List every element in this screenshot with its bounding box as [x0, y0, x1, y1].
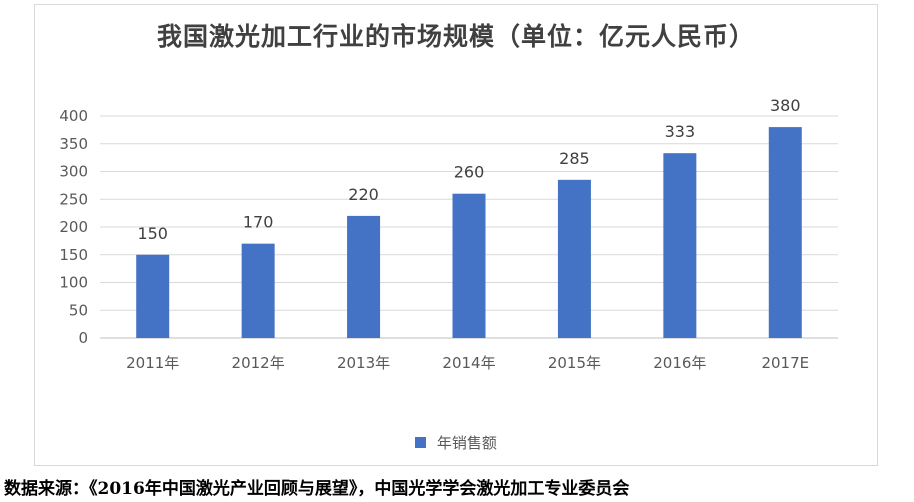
y-tick-label: 50 — [69, 301, 88, 319]
legend-label: 年销售额 — [436, 434, 497, 452]
legend-swatch — [415, 437, 427, 448]
y-tick-label: 250 — [59, 190, 88, 208]
x-tick-label: 2013年 — [337, 354, 390, 372]
y-tick-label: 300 — [59, 163, 88, 181]
data-label: 260 — [454, 163, 485, 182]
source-note: 数据来源：《2016年中国激光产业回顾与展望》，中国光学学会激光加工专业委员会 — [4, 479, 630, 499]
bar — [557, 179, 591, 338]
x-tick-label: 2012年 — [232, 354, 285, 372]
bar — [347, 215, 381, 338]
x-tick-label: 2017E — [761, 354, 809, 372]
bar-chart: 0 50 100 150 200 250 300 350 400 150 2011年 170 2012年… — [59, 96, 838, 372]
chart-title: 我国激光加工行业的市场规模（单位：亿元人民币） — [156, 22, 755, 51]
bar — [663, 153, 697, 338]
bar — [241, 243, 275, 338]
bar — [768, 127, 802, 338]
data-label: 380 — [770, 96, 801, 115]
y-tick-label: 0 — [78, 329, 88, 347]
chart-frame: 我国激光加工行业的市场规模（单位：亿元人民币） 0 50 100 150 200 250 3… — [34, 4, 878, 466]
legend: 年销售额 — [35, 432, 877, 453]
y-tick-label: 150 — [59, 246, 88, 264]
y-tick-label: 100 — [59, 274, 88, 292]
bar — [452, 193, 486, 338]
x-tick-label: 2016年 — [653, 354, 706, 372]
data-label: 285 — [559, 149, 590, 168]
x-tick-label: 2014年 — [442, 354, 495, 372]
data-label: 333 — [665, 122, 696, 141]
data-label: 170 — [243, 213, 274, 232]
data-label: 150 — [137, 224, 168, 243]
y-tick-label: 400 — [59, 107, 88, 125]
x-tick-label: 2011年 — [126, 354, 179, 372]
data-label: 220 — [348, 185, 379, 204]
y-tick-label: 200 — [59, 218, 88, 236]
bar — [136, 254, 170, 338]
x-tick-label: 2015年 — [548, 354, 601, 372]
y-tick-label: 350 — [59, 135, 88, 153]
